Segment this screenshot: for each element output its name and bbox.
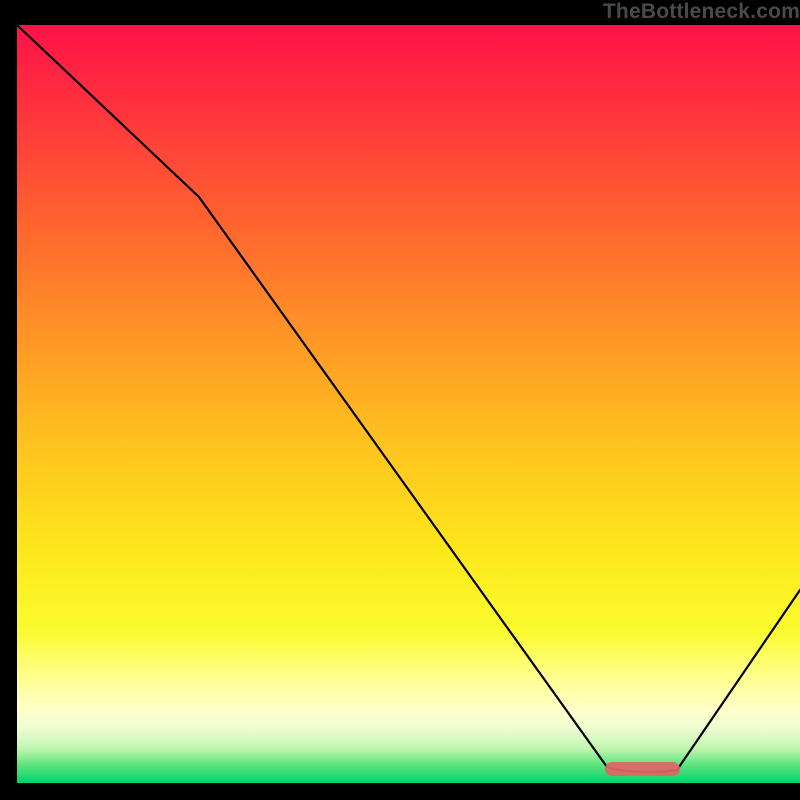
plot-outer: TheBottleneck.com (17, 0, 800, 783)
attribution-label: TheBottleneck.com (603, 0, 800, 24)
chart-frame: TheBottleneck.com (0, 0, 800, 800)
bottleneck-chart (17, 25, 800, 783)
optimum-marker (605, 762, 680, 776)
gradient-fill (17, 25, 800, 783)
